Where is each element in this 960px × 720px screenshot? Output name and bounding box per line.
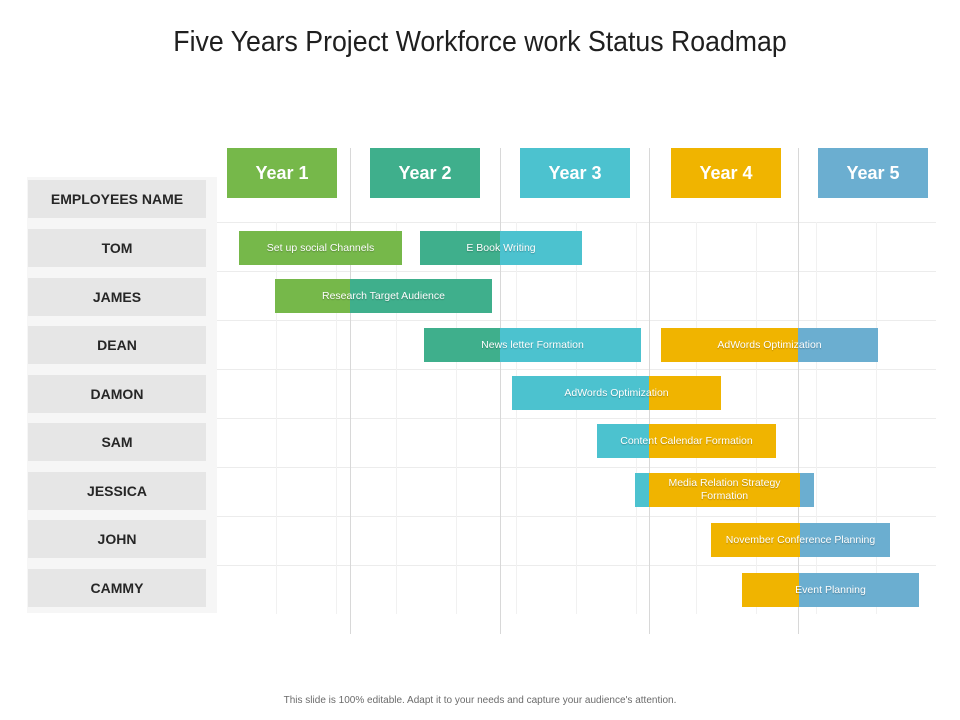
employee-name: DAMON [28, 375, 206, 413]
task-bar: Set up social Channels [239, 231, 402, 265]
employee-name: JAMES [28, 278, 206, 316]
timeline-grid [216, 222, 936, 614]
task-bar: November Conference Planning [711, 523, 890, 557]
page-title: Five Years Project Workforce work Status… [173, 26, 787, 58]
task-label: Event Planning [795, 583, 866, 596]
task-bar: E Book Writing [420, 231, 582, 265]
employee-name: JESSICA [28, 472, 206, 510]
task-bar: Content Calendar Formation [597, 424, 776, 458]
task-bar: AdWords Optimization [512, 376, 721, 410]
task-label: AdWords Optimization [564, 386, 669, 399]
employee-name: DEAN [28, 326, 206, 364]
year-header-4: Year 4 [671, 148, 781, 198]
year-divider [350, 148, 351, 634]
employees-header: EMPLOYEES NAME [28, 180, 206, 218]
task-label: Media Relation Strategy Formation [668, 477, 781, 502]
year-divider [500, 148, 501, 634]
task-bar: AdWords Optimization [661, 328, 878, 362]
year-header-5: Year 5 [818, 148, 928, 198]
task-label: AdWords Optimization [717, 338, 822, 351]
employee-name: TOM [28, 229, 206, 267]
employee-name: SAM [28, 423, 206, 461]
task-bar: Event Planning [742, 573, 919, 607]
year-header-3: Year 3 [520, 148, 630, 198]
task-label: News letter Formation [481, 338, 584, 351]
footer-note: This slide is 100% editable. Adapt it to… [283, 695, 677, 706]
employee-name: CAMMY [28, 569, 206, 607]
task-label: Research Target Audience [322, 289, 445, 302]
year-header-1: Year 1 [227, 148, 337, 198]
year-divider [798, 148, 799, 634]
task-label: November Conference Planning [725, 533, 876, 546]
employee-name: JOHN [28, 520, 206, 558]
task-bar: News letter Formation [424, 328, 641, 362]
task-bar: Media Relation Strategy Formation [635, 473, 814, 507]
task-label: E Book Writing [466, 241, 536, 254]
task-label: Set up social Channels [266, 241, 375, 254]
task-label: Content Calendar Formation [620, 434, 753, 447]
year-header-2: Year 2 [370, 148, 480, 198]
task-bar: Research Target Audience [275, 279, 492, 313]
